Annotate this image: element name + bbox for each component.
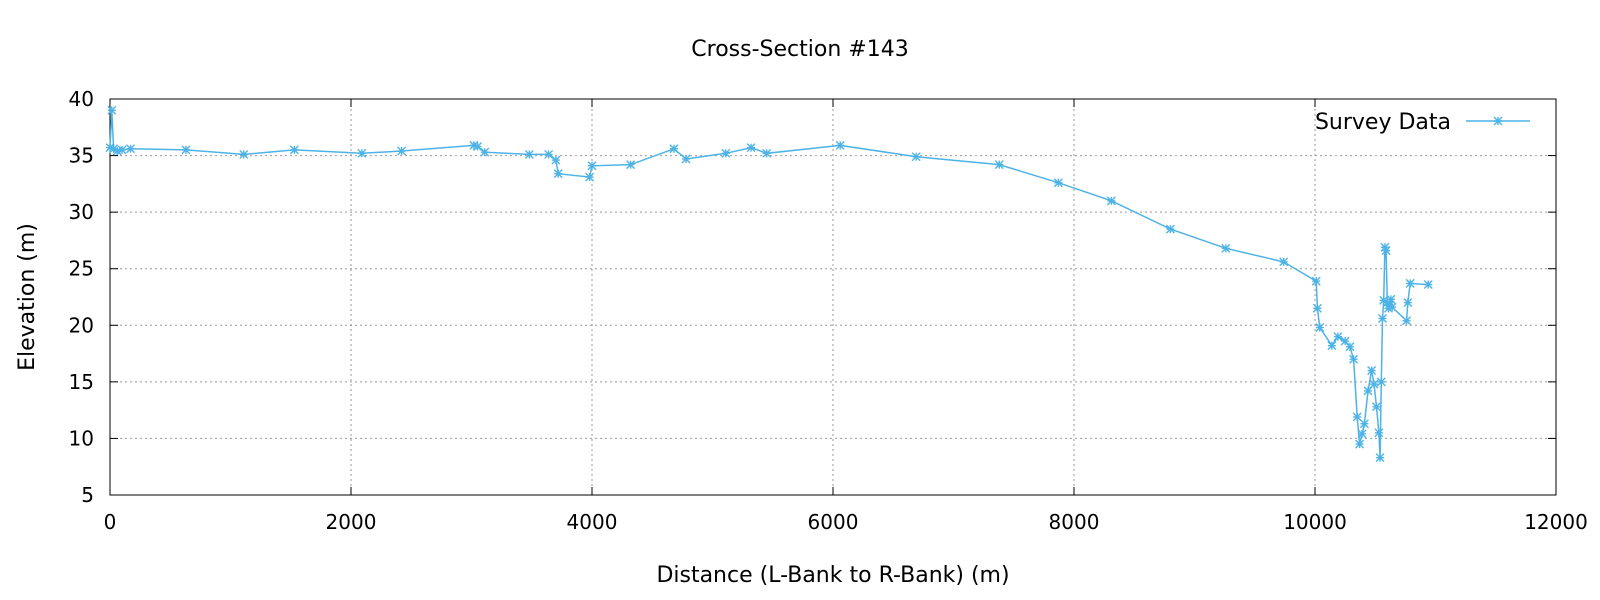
data-point	[524, 149, 534, 159]
data-point	[681, 154, 691, 164]
data-point	[181, 145, 191, 155]
data-point	[1221, 243, 1231, 253]
data-point	[1053, 178, 1063, 188]
y-tick-label: 10	[69, 426, 94, 450]
series-survey-data	[105, 105, 1433, 463]
data-point	[551, 155, 561, 165]
data-point	[1345, 342, 1355, 352]
data-point	[911, 152, 921, 162]
data-point	[1369, 379, 1379, 389]
series-markers	[105, 105, 1433, 463]
data-point	[1352, 412, 1362, 422]
data-point	[1359, 419, 1369, 429]
data-point	[1349, 354, 1359, 364]
data-point	[357, 148, 367, 158]
data-point	[1375, 453, 1385, 463]
data-point	[1402, 316, 1412, 326]
y-tick-labels: 5 10 15 20 25 30 35 40	[69, 87, 94, 507]
x-axis-label: Distance (L-Bank to R-Bank) (m)	[656, 563, 1009, 588]
data-point	[397, 146, 407, 156]
y-tick-label: 20	[69, 313, 94, 337]
y-tick-label: 35	[69, 144, 94, 168]
y-tick-label: 15	[69, 370, 94, 394]
data-point	[1106, 196, 1116, 206]
data-point	[1165, 224, 1175, 234]
data-point	[1279, 257, 1289, 267]
data-point	[585, 172, 595, 182]
series-line	[109, 110, 1429, 458]
data-point	[1376, 377, 1386, 387]
grid	[110, 99, 1556, 495]
data-point	[1355, 439, 1365, 449]
data-point	[1374, 428, 1384, 438]
data-point	[289, 145, 299, 155]
data-point	[721, 148, 731, 158]
y-tick-label: 40	[69, 87, 94, 111]
data-point	[835, 140, 845, 150]
data-point	[473, 142, 483, 152]
plot-frame	[109, 98, 1557, 496]
data-point	[117, 145, 127, 155]
data-point	[107, 105, 117, 115]
data-point	[125, 144, 135, 154]
data-point	[1315, 323, 1325, 333]
x-tick-label: 2000	[326, 510, 377, 534]
data-point	[1405, 278, 1415, 288]
y-tick-label: 30	[69, 200, 94, 224]
legend-label: Survey Data	[1315, 110, 1451, 135]
x-tick-labels: 0 2000 4000 6000 8000 10000 12000	[104, 510, 1588, 534]
legend-asterisk	[1493, 116, 1503, 126]
data-point	[1312, 303, 1322, 313]
data-point	[626, 160, 636, 170]
data-point	[1311, 276, 1321, 286]
data-point	[587, 161, 597, 171]
data-point	[239, 149, 249, 159]
data-point	[1403, 298, 1413, 308]
x-tick-label: 0	[104, 510, 117, 534]
data-point	[544, 149, 554, 159]
x-tick-label: 6000	[808, 510, 859, 534]
y-axis-label: Elevation (m)	[15, 223, 40, 371]
x-tick-label: 12000	[1524, 510, 1588, 534]
data-point	[1381, 246, 1391, 256]
data-point	[1367, 366, 1377, 376]
data-point	[1387, 302, 1397, 312]
x-tick-label: 4000	[567, 510, 618, 534]
data-point	[1357, 429, 1367, 439]
y-tick-label: 25	[69, 257, 94, 281]
data-point	[746, 143, 756, 153]
data-point	[1371, 402, 1381, 412]
data-point	[762, 148, 772, 158]
y-tick-label: 5	[81, 483, 94, 507]
data-point	[1386, 294, 1396, 304]
x-tick-label: 10000	[1283, 510, 1347, 534]
data-point	[1333, 332, 1343, 342]
legend-marker-asterisk	[1493, 116, 1503, 126]
data-point	[480, 147, 490, 157]
chart-title: Cross-Section #143	[691, 37, 908, 62]
legend: Survey Data	[1315, 110, 1530, 135]
data-point	[1423, 280, 1433, 290]
data-point	[1377, 314, 1387, 323]
data-point	[553, 169, 563, 179]
data-point	[669, 144, 679, 154]
x-tick-label: 8000	[1049, 510, 1100, 534]
data-point	[1327, 341, 1337, 351]
data-point	[994, 160, 1004, 170]
